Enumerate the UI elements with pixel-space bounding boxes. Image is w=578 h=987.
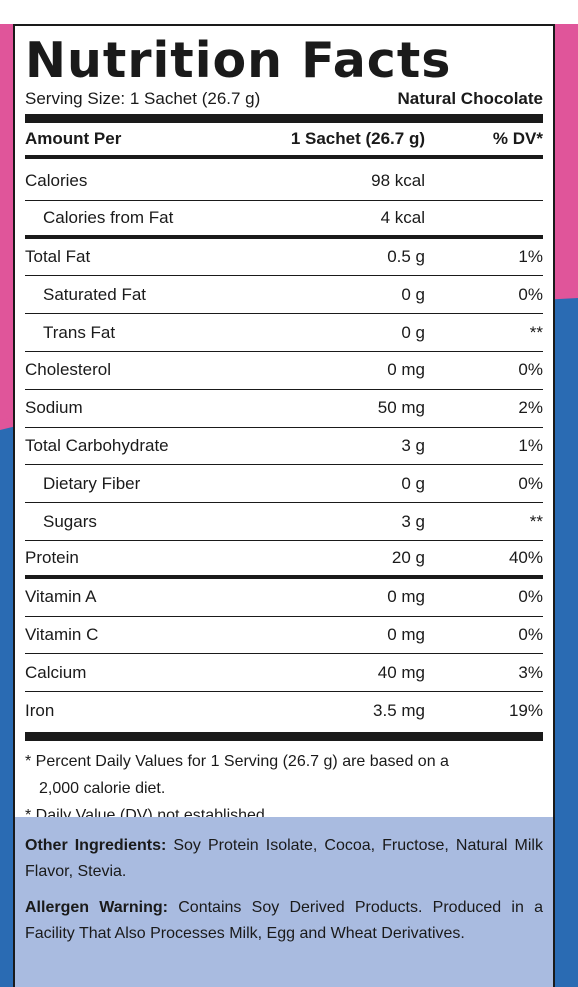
footnote-dv-basis-cont: 2,000 calorie diet. bbox=[39, 780, 166, 797]
nutrient-name: Saturated Fat bbox=[43, 284, 147, 304]
nutrition-facts-title: Nutrition Facts bbox=[25, 32, 452, 89]
table-row: Total Fat 0.5 g 1% bbox=[25, 239, 543, 277]
nutrient-dv: 0% bbox=[518, 624, 543, 644]
table-row: Vitamin C 0 mg 0% bbox=[25, 617, 543, 655]
table-header: Amount Per 1 Sachet (26.7 g) % DV* bbox=[25, 125, 543, 153]
nutrient-amount: 3.5 mg bbox=[373, 701, 425, 721]
table-row: Cholesterol 0 mg 0% bbox=[25, 352, 543, 390]
nutrient-name: Protein bbox=[25, 547, 79, 567]
nutrient-amount: 0 mg bbox=[387, 360, 425, 380]
nutrient-amount: 0 g bbox=[401, 284, 425, 304]
nutrient-amount: 0 mg bbox=[387, 624, 425, 644]
ingredients-section: Other Ingredients: Soy Protein Isolate, … bbox=[15, 817, 553, 987]
nutrient-amount: 4 kcal bbox=[380, 207, 425, 227]
nutrient-amount: 40 mg bbox=[377, 662, 425, 682]
nutrient-dv: 1% bbox=[518, 435, 543, 455]
table-row: Calories from Fat 4 kcal bbox=[25, 201, 543, 239]
nutrient-dv: 1% bbox=[518, 246, 543, 266]
nutrient-amount: 3 g bbox=[401, 511, 425, 531]
nutrient-dv: 3% bbox=[518, 662, 543, 682]
nutrient-name: Trans Fat bbox=[43, 322, 116, 342]
nutrient-dv: 0% bbox=[518, 284, 543, 304]
nutrient-name: Vitamin C bbox=[25, 624, 99, 644]
nutrition-facts-panel: Nutrition Facts Serving Size: 1 Sachet (… bbox=[13, 24, 555, 987]
nutrient-name: Iron bbox=[25, 701, 55, 721]
table-row: Total Carbohydrate 3 g 1% bbox=[25, 428, 543, 466]
table-row: Dietary Fiber 0 g 0% bbox=[25, 465, 543, 504]
footnote-dv-basis: * Percent Daily Values for 1 Serving (26… bbox=[25, 753, 449, 770]
nutrient-amount: 0.5 g bbox=[387, 246, 425, 266]
table-row: Sugars 3 g ** bbox=[25, 503, 543, 541]
nutrient-name: Calories from Fat bbox=[43, 207, 174, 227]
serving-info: Serving Size: 1 Sachet (26.7 g) Natural … bbox=[25, 88, 543, 110]
nutrient-name: Calcium bbox=[25, 662, 87, 682]
nutrient-name: Calories bbox=[25, 171, 88, 191]
nutrient-amount: 3 g bbox=[401, 435, 425, 455]
table-row: Calories 98 kcal bbox=[25, 163, 543, 201]
divider-medium bbox=[25, 155, 543, 159]
nutrient-amount: 0 g bbox=[401, 322, 425, 342]
nutrient-amount: 20 g bbox=[391, 547, 425, 567]
nutrient-name: Cholesterol bbox=[25, 360, 111, 380]
nutrient-dv: 19% bbox=[508, 701, 543, 721]
nutrient-dv: 40% bbox=[508, 547, 543, 567]
nutrient-dv: 0% bbox=[518, 587, 543, 607]
nutrient-dv: 0% bbox=[518, 360, 543, 380]
table-row: Iron 3.5 mg 19% bbox=[25, 692, 543, 730]
nutrient-name: Vitamin A bbox=[25, 587, 97, 607]
table-row: Sodium 50 mg 2% bbox=[25, 390, 543, 428]
nutrient-amount: 50 mg bbox=[377, 398, 425, 418]
nutrient-table: Calories 98 kcal Calories from Fat 4 kca… bbox=[25, 163, 543, 730]
nutrient-name: Sodium bbox=[25, 398, 83, 418]
allergen-warning-text: Contains Soy Derived Products. Produced … bbox=[25, 899, 544, 942]
table-row: Saturated Fat 0 g 0% bbox=[25, 276, 543, 315]
other-ingredients: Other Ingredients: Soy Protein Isolate, … bbox=[25, 833, 543, 885]
other-ingredients-label: Other Ingredients: bbox=[25, 837, 167, 854]
allergen-warning: Allergen Warning: Contains Soy Derived P… bbox=[25, 895, 543, 947]
nutrient-amount: 98 kcal bbox=[371, 171, 425, 191]
other-ingredients-text: Soy Protein Isolate, Cocoa, Fructose, Na… bbox=[25, 837, 543, 880]
nutrient-name: Sugars bbox=[43, 511, 97, 531]
table-row: Calcium 40 mg 3% bbox=[25, 654, 543, 693]
header-amount-per: Amount Per bbox=[25, 129, 122, 148]
nutrient-amount: 0 mg bbox=[387, 587, 425, 607]
header-dv: % DV* bbox=[492, 129, 543, 148]
divider-thick bbox=[25, 114, 543, 123]
table-row: Protein 20 g 40% bbox=[25, 541, 543, 579]
flavor-name: Natural Chocolate bbox=[397, 89, 543, 108]
nutrient-dv: 0% bbox=[518, 473, 543, 493]
nutrient-dv: 2% bbox=[518, 398, 543, 418]
nutrient-name: Total Carbohydrate bbox=[25, 435, 169, 455]
nutrient-dv: ** bbox=[529, 511, 543, 531]
table-row: Trans Fat 0 g ** bbox=[25, 314, 543, 352]
nutrient-amount: 0 g bbox=[401, 473, 425, 493]
serving-size: Serving Size: 1 Sachet (26.7 g) bbox=[25, 89, 261, 108]
nutrient-name: Dietary Fiber bbox=[43, 473, 141, 493]
nutrient-dv: ** bbox=[529, 322, 543, 342]
divider-thick-bottom bbox=[25, 732, 543, 741]
nutrient-name: Total Fat bbox=[25, 246, 91, 266]
table-row: Vitamin A 0 mg 0% bbox=[25, 579, 543, 617]
allergen-warning-label: Allergen Warning: bbox=[25, 899, 168, 916]
header-per-serving: 1 Sachet (26.7 g) bbox=[290, 129, 425, 148]
